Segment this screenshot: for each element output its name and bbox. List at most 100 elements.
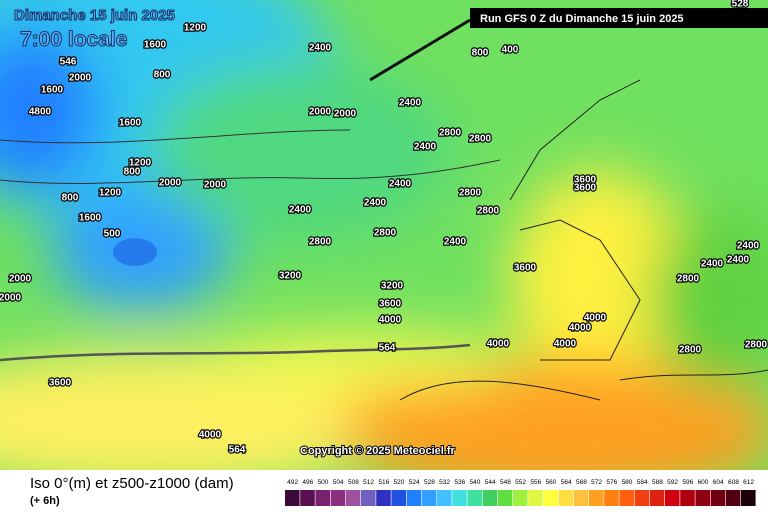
contour-label: 2400 [389, 179, 412, 190]
contour-label: 2000 [334, 109, 357, 120]
contour-label: 4800 [29, 107, 52, 118]
legend-swatch [482, 490, 498, 506]
legend-tick-label: 516 [378, 479, 389, 486]
legend-swatch [528, 490, 543, 506]
legend-swatch [695, 490, 710, 506]
legend-swatch [649, 490, 665, 506]
contour-label: 564 [379, 343, 396, 354]
legend-tick-label: 504 [333, 479, 344, 486]
legend-tick-label: 496 [302, 479, 313, 486]
contour-label: 1600 [119, 118, 142, 129]
run-box [470, 8, 768, 28]
contour-label: 2000 [0, 293, 22, 304]
contour-label: 1600 [79, 213, 102, 224]
legend-tick-label: 520 [394, 479, 405, 486]
time-title: 7:00 locale [20, 28, 127, 51]
legend-tick-label: 528 [424, 479, 435, 486]
contour-label: 2800 [459, 188, 482, 199]
legend-tick-label: 580 [622, 479, 633, 486]
legend-tick-label: 588 [652, 479, 663, 486]
contour-label: 3600 [574, 183, 597, 194]
legend-swatch [376, 490, 391, 506]
contour-label: 4000 [584, 313, 607, 324]
legend-swatch [406, 490, 422, 506]
contour-label: 2800 [745, 340, 768, 351]
legend-swatch [665, 490, 680, 506]
legend-tick-label: 564 [561, 479, 572, 486]
contour-label: 2800 [677, 274, 700, 285]
legend-swatch [467, 490, 482, 506]
contour-label: 2800 [477, 206, 500, 217]
run-label: Run GFS 0 Z du Dimanche 15 juin 2025 [480, 13, 684, 25]
contour-label: 400 [502, 45, 519, 56]
contour-label: 800 [472, 48, 489, 59]
contour-label: 2400 [701, 259, 724, 270]
legend-tick-label: 544 [485, 479, 496, 486]
contour-label: 546 [60, 57, 77, 68]
contour-label: 2400 [399, 98, 422, 109]
contour-label: 3600 [379, 299, 402, 310]
legend-swatch [619, 490, 634, 506]
contour-label: 564 [229, 445, 246, 456]
copyright: Copyright © 2025 Meteociel.fr [300, 445, 456, 457]
contour-label: 528 [732, 0, 749, 10]
legend-tick-label: 492 [287, 479, 298, 486]
legend-swatch [345, 490, 361, 506]
map [0, 0, 768, 470]
contour-label: 3600 [514, 263, 537, 274]
legend-swatch [361, 490, 376, 506]
contour-label: 1200 [184, 23, 207, 34]
legend-swatch [741, 490, 756, 506]
contour-label: 500 [104, 229, 121, 240]
legend-swatch [285, 490, 300, 506]
legend-tick-label: 592 [667, 479, 678, 486]
contour-label: 2800 [309, 237, 332, 248]
contour-label: 1600 [41, 85, 64, 96]
legend-title: Iso 0°(m) et z500-z1000 (dam) [30, 475, 234, 492]
contour-label: 2400 [414, 142, 437, 153]
legend-tick-label: 612 [743, 479, 754, 486]
contour-label: 800 [62, 193, 79, 204]
legend-swatch [573, 490, 589, 506]
legend-swatch [452, 490, 467, 506]
contour-label: 2400 [727, 255, 750, 266]
contour-label: 4000 [379, 315, 402, 326]
contour-label: 2000 [309, 107, 332, 118]
contour-label: 2400 [444, 237, 467, 248]
contour-label: 4000 [199, 430, 222, 441]
legend-swatch [634, 490, 650, 506]
legend-tick-label: 532 [439, 479, 450, 486]
legend-tick-label: 572 [591, 479, 602, 486]
legend-swatch [543, 490, 558, 506]
legend-swatch [604, 490, 619, 506]
legend-tick-label: 584 [637, 479, 648, 486]
contour-label: 4000 [569, 323, 592, 334]
legend-tick-label: 576 [606, 479, 617, 486]
contour-label: 2000 [204, 180, 227, 191]
legend-tick-label: 560 [546, 479, 557, 486]
legend-tick-label: 568 [576, 479, 587, 486]
legend-lead: (+ 6h) [30, 495, 60, 507]
legend-swatch [680, 490, 695, 506]
legend-tick-label: 608 [728, 479, 739, 486]
contour-label: 2400 [364, 198, 387, 209]
contour-label: 4000 [554, 339, 577, 350]
legend-tick-label: 540 [470, 479, 481, 486]
contour-label: 2400 [737, 241, 760, 252]
legend-tick-label: 604 [713, 479, 724, 486]
contour-label: 2000 [69, 73, 92, 84]
contour-label: 2400 [289, 205, 312, 216]
contour-label: 2000 [159, 178, 182, 189]
legend-tick-label: 508 [348, 479, 359, 486]
legend-swatch [330, 490, 346, 506]
contour-label: 800 [124, 167, 141, 178]
legend-tick-label: 596 [682, 479, 693, 486]
legend-tick-label: 556 [530, 479, 541, 486]
contour-label: 3200 [279, 271, 302, 282]
contour-label: 1200 [99, 188, 122, 199]
legend-tick-label: 600 [698, 479, 709, 486]
legend-swatch [558, 490, 574, 506]
legend-swatch [421, 490, 437, 506]
legend-tick-label: 536 [454, 479, 465, 486]
